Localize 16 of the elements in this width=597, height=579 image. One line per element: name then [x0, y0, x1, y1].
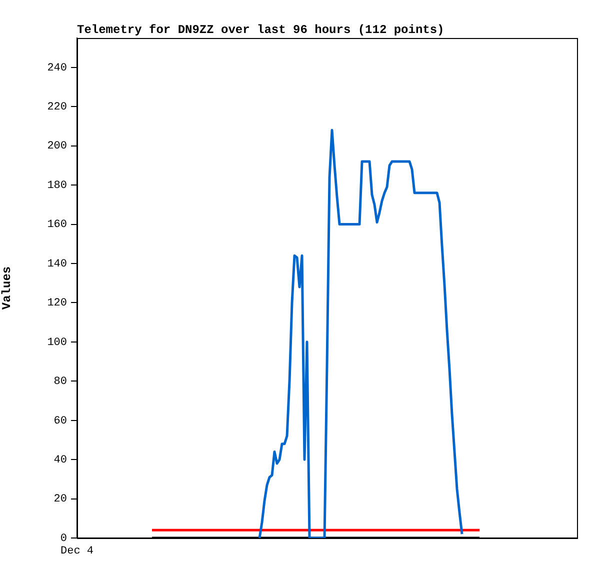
y-tick-label: 100 [47, 336, 67, 349]
y-axis-title: Values [0, 266, 14, 310]
chart-title: Telemetry for DN9ZZ over last 96 hours (112 points) [77, 23, 444, 38]
y-tick-label: 80 [54, 376, 67, 388]
y-tick-label: 40 [54, 454, 67, 466]
y-tick-label: 180 [47, 180, 67, 192]
y-tick-label: 160 [47, 219, 67, 232]
y-tick-label: 120 [47, 298, 67, 310]
y-tick-label: 20 [54, 494, 67, 506]
y-tick-label: 140 [47, 258, 67, 270]
y-tick-label: 220 [47, 102, 67, 114]
x-tick-label: Dec 4 [60, 546, 94, 558]
y-tick-label: 60 [54, 415, 67, 428]
y-tick-label: 0 [60, 532, 67, 545]
y-tick-label: 200 [47, 140, 67, 153]
y-tick-label: 240 [47, 62, 67, 74]
